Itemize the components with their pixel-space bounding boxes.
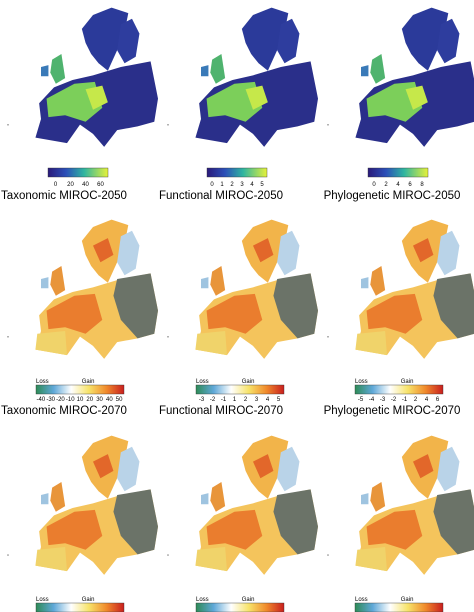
loss-label: Loss — [36, 379, 49, 385]
scale-tick: 3 — [255, 397, 259, 403]
island — [167, 336, 169, 338]
color-bar — [35, 384, 125, 395]
scale-tick: 10 — [77, 397, 84, 403]
gain-label: Gain — [401, 597, 414, 603]
scale-tick: 2 — [244, 397, 248, 403]
scale-tick: 2 — [230, 182, 234, 188]
gain-label: Gain — [242, 379, 255, 385]
scale-tick: -1 — [221, 397, 227, 403]
scale-tick: 2 — [414, 397, 418, 403]
panel-title: Functional MIROC-2070 — [159, 405, 283, 417]
scale-tick: 4 — [250, 182, 254, 188]
scale-tick: -2 — [210, 397, 216, 403]
panel-title: Phylogenetic MIROC-2070 — [324, 405, 461, 417]
color-bar — [354, 384, 444, 395]
scale-tick: 50 — [116, 397, 123, 403]
scale-tick: 5 — [277, 397, 281, 403]
scale-tick: 60 — [97, 182, 104, 188]
map — [35, 219, 158, 359]
gain-label: Gain — [82, 597, 95, 603]
scale-tick: 6 — [408, 182, 412, 188]
map — [35, 7, 158, 147]
scale-tick: 40 — [106, 397, 113, 403]
scale-tick: -20 — [56, 397, 65, 403]
color-bar — [206, 167, 268, 178]
color-bar — [47, 167, 109, 178]
island — [7, 336, 9, 338]
scale-tick: -30 — [46, 397, 55, 403]
color-bar — [354, 602, 444, 612]
scale-tick: 8 — [420, 182, 424, 188]
scale-tick: -1 — [402, 397, 408, 403]
scale-tick: 1 — [233, 397, 237, 403]
map — [195, 435, 318, 575]
loss-label: Loss — [355, 379, 368, 385]
scale-tick: 0 — [210, 182, 214, 188]
color-bar — [367, 167, 429, 178]
map — [35, 435, 158, 575]
island — [327, 554, 329, 556]
gain-label: Gain — [82, 379, 95, 385]
panel-title: Phylogenetic MIROC-2050 — [324, 190, 461, 202]
scale-tick: 40 — [82, 182, 89, 188]
map — [195, 219, 318, 359]
panel-title: Functional MIROC-2050 — [159, 190, 283, 202]
scale-tick: -4 — [369, 397, 375, 403]
loss-label: Loss — [196, 597, 209, 603]
color-bar — [35, 602, 125, 612]
island — [167, 124, 169, 126]
island — [7, 554, 9, 556]
scale-tick: 0 — [372, 182, 376, 188]
scale-tick: 6 — [436, 397, 440, 403]
map — [355, 219, 474, 359]
gain-label: Gain — [242, 597, 255, 603]
scale-tick: 20 — [67, 182, 74, 188]
scale-tick: 0 — [54, 182, 58, 188]
island — [167, 554, 169, 556]
scale-tick: 4 — [396, 182, 400, 188]
scale-tick: -10 — [66, 397, 75, 403]
island — [327, 336, 329, 338]
scale-tick: -2 — [391, 397, 397, 403]
map — [355, 7, 474, 147]
scale-tick: 4 — [266, 397, 270, 403]
loss-label: Loss — [355, 597, 368, 603]
scale-tick: 5 — [260, 182, 264, 188]
scale-tick: -3 — [199, 397, 205, 403]
loss-label: Loss — [196, 379, 209, 385]
island — [7, 124, 9, 126]
scale-tick: 1 — [220, 182, 224, 188]
gain-label: Gain — [401, 379, 414, 385]
scale-tick: 4 — [425, 397, 429, 403]
color-bar — [195, 602, 285, 612]
loss-label: Loss — [36, 597, 49, 603]
map — [355, 435, 474, 575]
panel-title: Taxonomic MIROC-2070 — [1, 405, 127, 417]
scale-tick: -3 — [380, 397, 386, 403]
map — [195, 7, 318, 147]
scale-tick: 2 — [384, 182, 388, 188]
color-bar — [195, 384, 285, 395]
scale-tick: 3 — [240, 182, 244, 188]
island — [327, 124, 329, 126]
scale-tick: -5 — [358, 397, 364, 403]
scale-tick: 20 — [86, 397, 93, 403]
scale-tick: -40 — [37, 397, 46, 403]
panel-title: Taxonomic MIROC-2050 — [1, 190, 127, 202]
scale-tick: 30 — [96, 397, 103, 403]
